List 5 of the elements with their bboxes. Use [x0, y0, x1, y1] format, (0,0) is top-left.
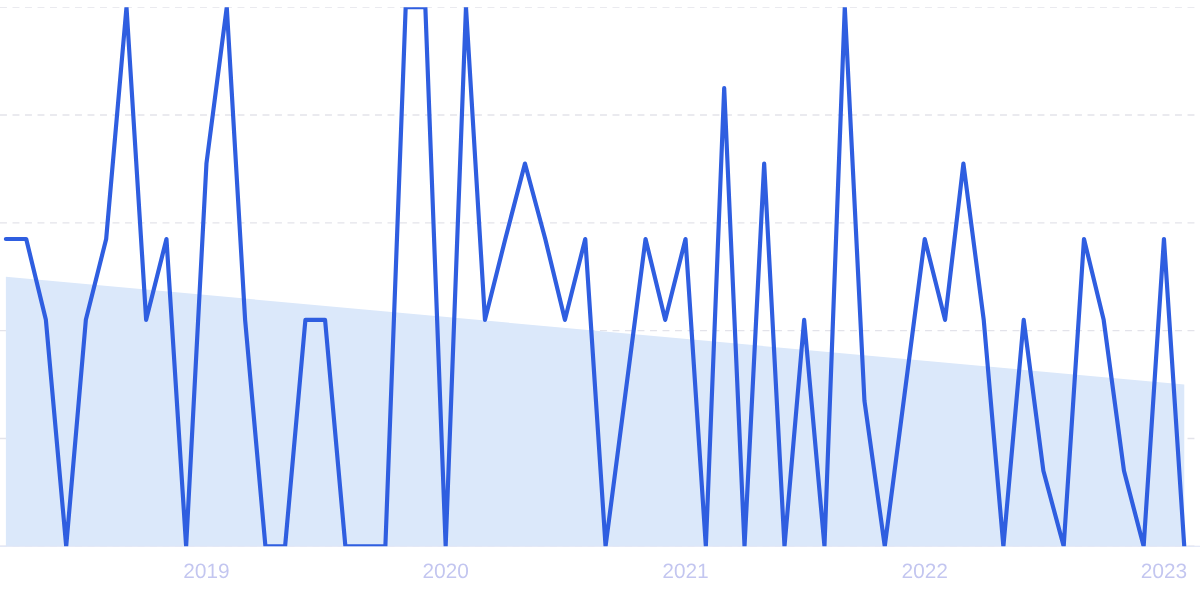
- x-tick-label: 2023: [1141, 563, 1187, 579]
- x-tick-label: 2022: [902, 563, 947, 579]
- x-tick-label: 2019: [184, 563, 229, 579]
- x-tick-label: 2020: [423, 563, 469, 579]
- x-tick-label: 2021: [663, 563, 708, 579]
